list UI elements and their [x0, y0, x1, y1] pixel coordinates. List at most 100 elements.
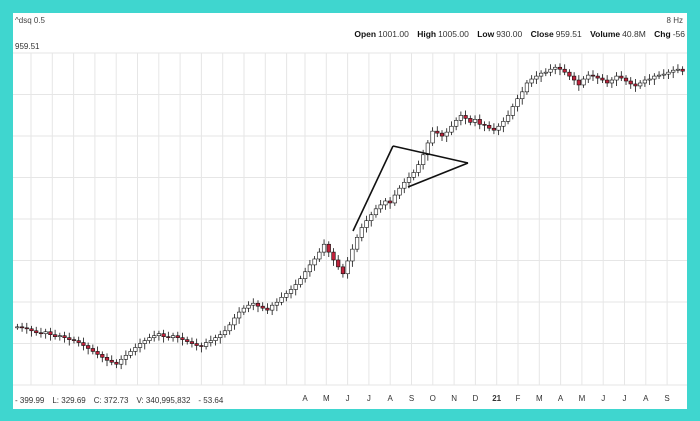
candle-up: [133, 347, 138, 352]
candle-down: [104, 357, 110, 361]
candle-up: [317, 251, 322, 260]
candle-up: [15, 326, 20, 329]
candle-up: [548, 68, 553, 73]
candle-up: [128, 351, 133, 356]
candle-up: [406, 177, 412, 183]
candle-up: [119, 358, 124, 365]
candle-down: [194, 343, 199, 346]
x-tick-label: J: [367, 394, 371, 403]
candle-down: [326, 243, 331, 253]
candle-up: [227, 324, 232, 332]
candle-down: [109, 359, 114, 363]
ticker-label: ^dsq 0.5: [15, 16, 45, 25]
candle-down: [53, 334, 58, 337]
candle-down: [189, 341, 195, 344]
open-value: 1001.00: [378, 29, 409, 39]
candle-up: [378, 204, 383, 210]
candle-down: [48, 331, 53, 336]
candle-up: [359, 227, 364, 238]
candle-up: [293, 284, 298, 290]
candle-up: [307, 264, 312, 273]
candle-up: [449, 125, 454, 133]
candle-down: [114, 361, 119, 365]
candle-down: [161, 333, 166, 337]
candle-down: [562, 68, 567, 73]
candle-down: [175, 335, 180, 338]
chart-header: ^dsq 0.5 8 Hz Open 1001.00 High 1005.00 Lo…: [13, 13, 687, 53]
ohlc-readout: Open 1001.00 High 1005.00 Low 930.00 Close 9…: [348, 29, 685, 39]
candle-up: [383, 200, 388, 206]
stat-item: V: 340,995,832: [136, 396, 191, 405]
candle-up: [501, 121, 506, 127]
x-tick-label: A: [388, 394, 394, 403]
candle-up: [43, 331, 48, 335]
candle-down: [477, 119, 482, 125]
candle-up: [364, 220, 369, 228]
chg-label: Chg: [654, 29, 671, 39]
candle-up: [581, 78, 586, 86]
candle-down: [166, 336, 171, 338]
candle-up: [246, 304, 251, 309]
volume-label: Volume: [590, 29, 621, 39]
x-tick-label: D: [473, 394, 479, 403]
candle-down: [76, 340, 81, 343]
low-value: 930.00: [496, 29, 523, 39]
candle-up: [350, 248, 355, 262]
candle-down: [557, 66, 563, 70]
candle-up: [458, 115, 463, 121]
stat-item: - 399.99: [15, 396, 45, 405]
candle-up: [543, 71, 548, 74]
candle-up: [609, 79, 614, 84]
candle-down: [260, 305, 265, 309]
candle-up: [652, 75, 657, 80]
open-label: Open: [354, 29, 377, 39]
high-label: High: [417, 29, 437, 39]
candle-down: [265, 307, 270, 311]
candle-up: [251, 302, 256, 306]
candle-up: [647, 78, 652, 81]
candle-up: [553, 66, 558, 70]
candle-up: [675, 68, 681, 71]
candle-down: [100, 354, 105, 358]
flagpole-line: [352, 145, 394, 232]
candle-down: [24, 327, 29, 330]
candle-up: [397, 187, 402, 196]
candle-up: [656, 74, 662, 77]
candle-down: [463, 115, 468, 119]
candle-up: [416, 164, 421, 173]
x-tick-label: O: [430, 394, 436, 403]
candle-up: [237, 311, 242, 319]
candle-up: [303, 271, 308, 279]
stat-item: L: 329.69: [52, 396, 86, 405]
candle-up: [284, 293, 289, 298]
candle-up: [534, 75, 539, 80]
candle-up: [345, 260, 350, 275]
candle-up: [666, 71, 671, 75]
candle-up: [279, 297, 284, 303]
candle-up: [520, 91, 525, 100]
candle-up: [444, 131, 449, 137]
candle-down: [482, 123, 487, 126]
candle-up: [638, 82, 643, 87]
chart-footer: - 399.99 L: 329.69 C: 372.73 V: 340,995,832…: [13, 393, 687, 409]
candle-up: [142, 340, 147, 344]
stat-item: - 53.64: [198, 396, 224, 405]
candle-up: [354, 237, 360, 250]
candle-down: [38, 332, 44, 335]
pennant-upper-line: [392, 145, 469, 164]
candle-up: [661, 73, 666, 76]
candle-down: [71, 339, 77, 341]
candle-down: [255, 302, 261, 307]
candle-up: [222, 330, 228, 336]
candle-up: [270, 304, 275, 311]
candle-down: [605, 79, 610, 84]
x-tick-label: S: [664, 394, 669, 403]
candle-up: [392, 194, 397, 204]
candle-up: [421, 154, 426, 165]
x-tick-label: S: [409, 394, 414, 403]
candle-down: [388, 200, 393, 204]
candle-up: [515, 98, 520, 107]
candle-up: [510, 106, 515, 116]
candle-down: [619, 75, 624, 79]
candle-up: [529, 78, 534, 84]
